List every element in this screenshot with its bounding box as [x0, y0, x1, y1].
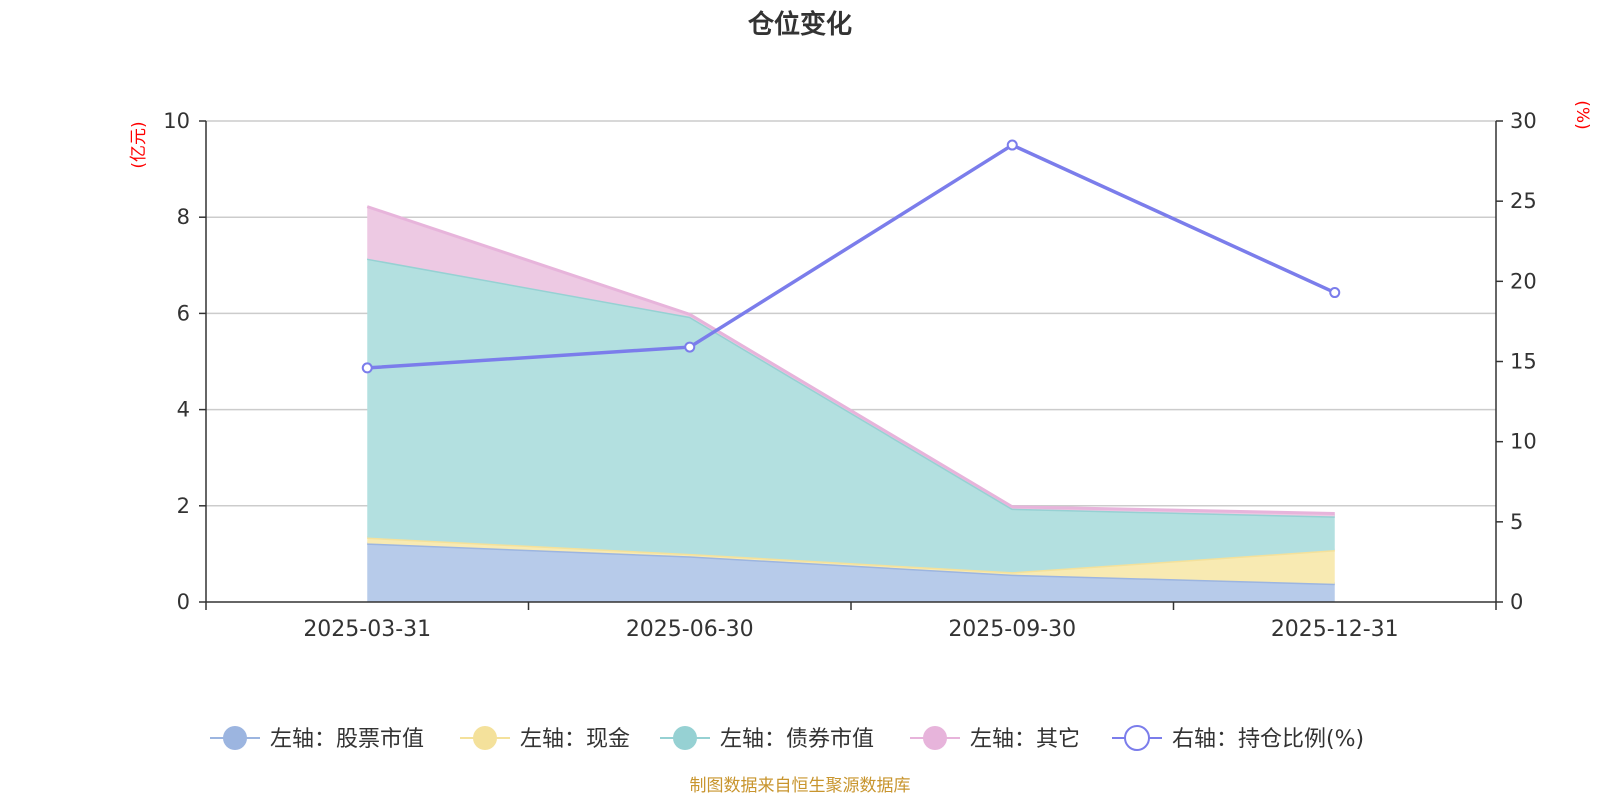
area-edge-series-3: [366, 205, 1335, 515]
legend-item: 左轴：债券市值: [660, 726, 874, 752]
left-tick-label: 0: [177, 590, 190, 614]
x-tick-label: 2025-12-31: [1271, 617, 1399, 642]
legend-label: 右轴：持仓比例(%): [1172, 727, 1364, 752]
ratio-point: [361, 362, 373, 374]
source-note: 制图数据来自恒生聚源数据库: [690, 776, 911, 796]
right-tick-label: 15: [1510, 350, 1537, 374]
axes: 0 2 4 6 8 10 0 5 10 15 20 25 30 2025-03-31 2025-06-30 2…: [163, 109, 1536, 642]
legend-label: 左轴：现金: [520, 727, 630, 752]
right-axis-unit: (%): [1572, 100, 1592, 129]
legend-item: 左轴：股票市值: [210, 726, 424, 752]
legend-item: 左轴：现金: [460, 726, 630, 752]
stacked-areas: [366, 205, 1335, 602]
right-tick-label: 10: [1510, 430, 1537, 454]
left-tick-label: 2: [177, 494, 190, 518]
legend-label: 左轴：债券市值: [720, 727, 874, 752]
legend-marker: [1124, 725, 1150, 751]
legend: 左轴：股票市值 左轴：现金 左轴：债券市值 左轴：其它 右轴：持仓比例(%): [210, 725, 1364, 752]
right-tick-label: 20: [1510, 269, 1537, 293]
ratio-point: [1329, 287, 1341, 299]
ratio-line-layer: [361, 139, 1341, 374]
legend-marker: [473, 726, 497, 750]
legend-marker: [223, 726, 247, 750]
ratio-line: [367, 143, 1336, 370]
left-tick-label: 4: [177, 398, 190, 422]
legend-label: 左轴：其它: [970, 727, 1080, 752]
left-tick-label: 6: [177, 301, 190, 325]
x-tick-label: 2025-06-30: [626, 617, 754, 642]
left-tick-label: 8: [177, 205, 190, 229]
legend-item: 右轴：持仓比例(%): [1112, 725, 1364, 752]
legend-label: 左轴：股票市值: [270, 727, 424, 752]
chart-title: 仓位变化: [747, 9, 852, 40]
legend-item: 左轴：其它: [910, 726, 1080, 752]
area-series-0: [367, 543, 1335, 602]
ratio-point: [1006, 139, 1018, 151]
right-tick-label: 25: [1510, 189, 1537, 213]
x-tick-label: 2025-03-31: [303, 617, 431, 642]
ratio-point: [684, 341, 696, 353]
right-tick-label: 5: [1510, 510, 1523, 534]
left-tick-label: 10: [163, 109, 190, 133]
right-tick-label: 0: [1510, 590, 1523, 614]
area-series-1: [367, 537, 1335, 584]
legend-marker: [673, 726, 697, 750]
legend-marker: [923, 726, 947, 750]
right-tick-label: 30: [1510, 109, 1537, 133]
area-series-2: [367, 258, 1335, 573]
x-tick-label: 2025-09-30: [948, 617, 1076, 642]
left-axis-unit: (亿元): [129, 121, 149, 168]
